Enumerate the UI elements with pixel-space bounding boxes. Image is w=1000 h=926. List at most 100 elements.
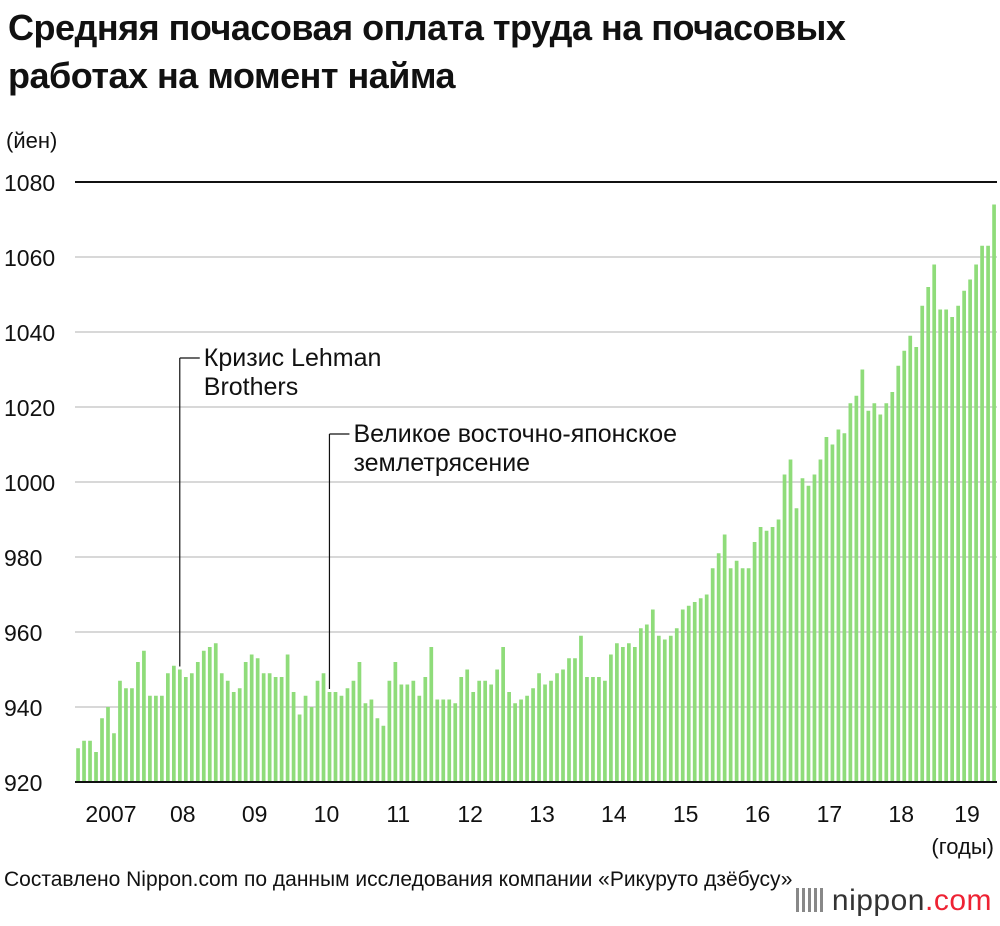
nippon-logo[interactable]: nippon.com [795,884,992,918]
bar [543,684,547,782]
x-axis-unit-label: (годы) [931,834,994,859]
bar [567,658,571,782]
bar [273,677,278,782]
y-tick-label: 1000 [4,470,55,496]
bar [255,658,260,782]
bar [788,459,793,782]
bar [507,692,511,782]
bar [734,560,739,782]
bar [219,673,224,782]
annotation-label: Кризис Lehman Brothers [204,344,382,401]
bar [183,677,188,782]
bar [824,437,829,782]
bar [261,673,266,782]
bar [417,695,422,782]
bar [680,609,685,782]
bar [920,305,925,782]
bar [561,669,565,782]
bar [872,403,877,782]
bar [82,740,86,782]
bar [902,350,907,782]
bar [752,542,757,782]
bar [489,684,494,782]
bar [189,673,194,782]
bar [776,519,781,782]
bar [76,748,80,782]
x-tick-label: 13 [529,801,555,827]
bar [291,692,296,782]
axes: 920 940 960 980 1000 1020 1040 1060 1080 2007 08 09… [4,170,997,827]
bar [692,602,697,782]
x-tick-label: 08 [170,801,196,827]
bar [531,688,535,782]
bar [154,695,158,782]
bar [764,530,769,782]
y-tick-label: 980 [4,545,42,571]
bar [453,703,458,782]
bar [908,335,913,782]
bar [303,695,308,782]
bar [770,527,775,782]
bar [387,680,392,782]
y-tick-label: 920 [4,770,42,796]
bar [728,568,733,782]
bar [716,553,721,782]
y-axis-unit-label: (йен) [6,128,58,153]
bar [207,647,212,782]
bar [333,692,338,782]
bar [974,264,978,782]
bar [249,654,254,782]
bar [429,647,434,782]
x-tick-label: 19 [954,801,980,827]
bar [423,677,428,782]
bar [106,707,110,782]
bar [441,699,446,782]
bar [722,534,727,782]
bar [644,624,649,782]
bar [148,695,152,782]
bar [710,568,715,782]
bar [609,654,613,782]
bar [315,680,320,782]
bar [177,669,182,782]
bar [501,647,505,782]
bar [267,673,272,782]
bars [76,204,996,782]
bar [375,718,380,782]
bar [357,662,362,782]
bar [160,695,164,782]
y-tick-label: 1080 [4,170,55,196]
bar [447,699,452,782]
bar [555,673,559,782]
bar [758,527,763,782]
bar [914,347,919,782]
bar [321,673,326,782]
bar [345,688,350,782]
bar [627,643,631,782]
bar [591,677,595,782]
bar [740,568,745,782]
bar [896,365,901,782]
x-tick-label: 2007 [85,801,136,827]
bar [393,662,398,782]
bar [980,245,984,782]
bar [381,725,386,782]
bar [944,309,949,782]
bar [686,605,691,782]
bar [860,369,865,782]
bar [621,647,625,782]
bar [573,658,577,782]
bar [285,654,290,782]
bar [656,635,661,782]
bar [932,264,937,782]
bar [519,699,523,782]
y-tick-label: 1060 [4,245,55,271]
bar [279,677,284,782]
bar [794,508,799,782]
bar [435,699,440,782]
bar [806,485,811,782]
bar [650,609,655,782]
y-tick-label: 940 [4,695,42,721]
x-tick-label: 12 [457,801,483,827]
bar [746,568,751,782]
